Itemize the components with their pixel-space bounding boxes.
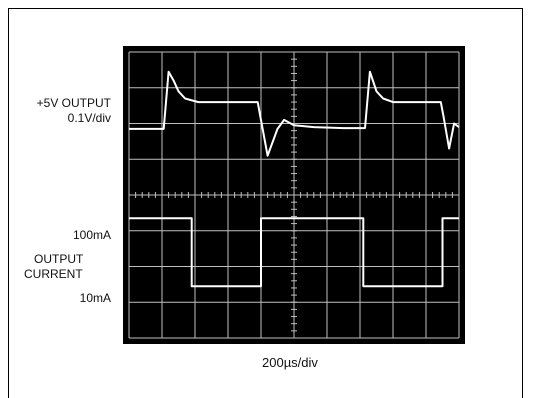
figure-frame [8,8,523,398]
current-name-line2: CURRENT [24,267,83,281]
current-name-line1: OUTPUT [34,252,84,266]
voltage-label-line1: +5V OUTPUT [36,96,111,110]
current-high-label: 100mA [72,228,111,242]
oscilloscope-screen [123,46,465,344]
current-trace [129,217,459,288]
voltage-label-line2: 0.1V/div [67,111,111,125]
current-low-label: 10mA [79,291,111,305]
x-axis-label: 200µs/div [262,355,318,370]
voltage-trace [129,70,460,157]
